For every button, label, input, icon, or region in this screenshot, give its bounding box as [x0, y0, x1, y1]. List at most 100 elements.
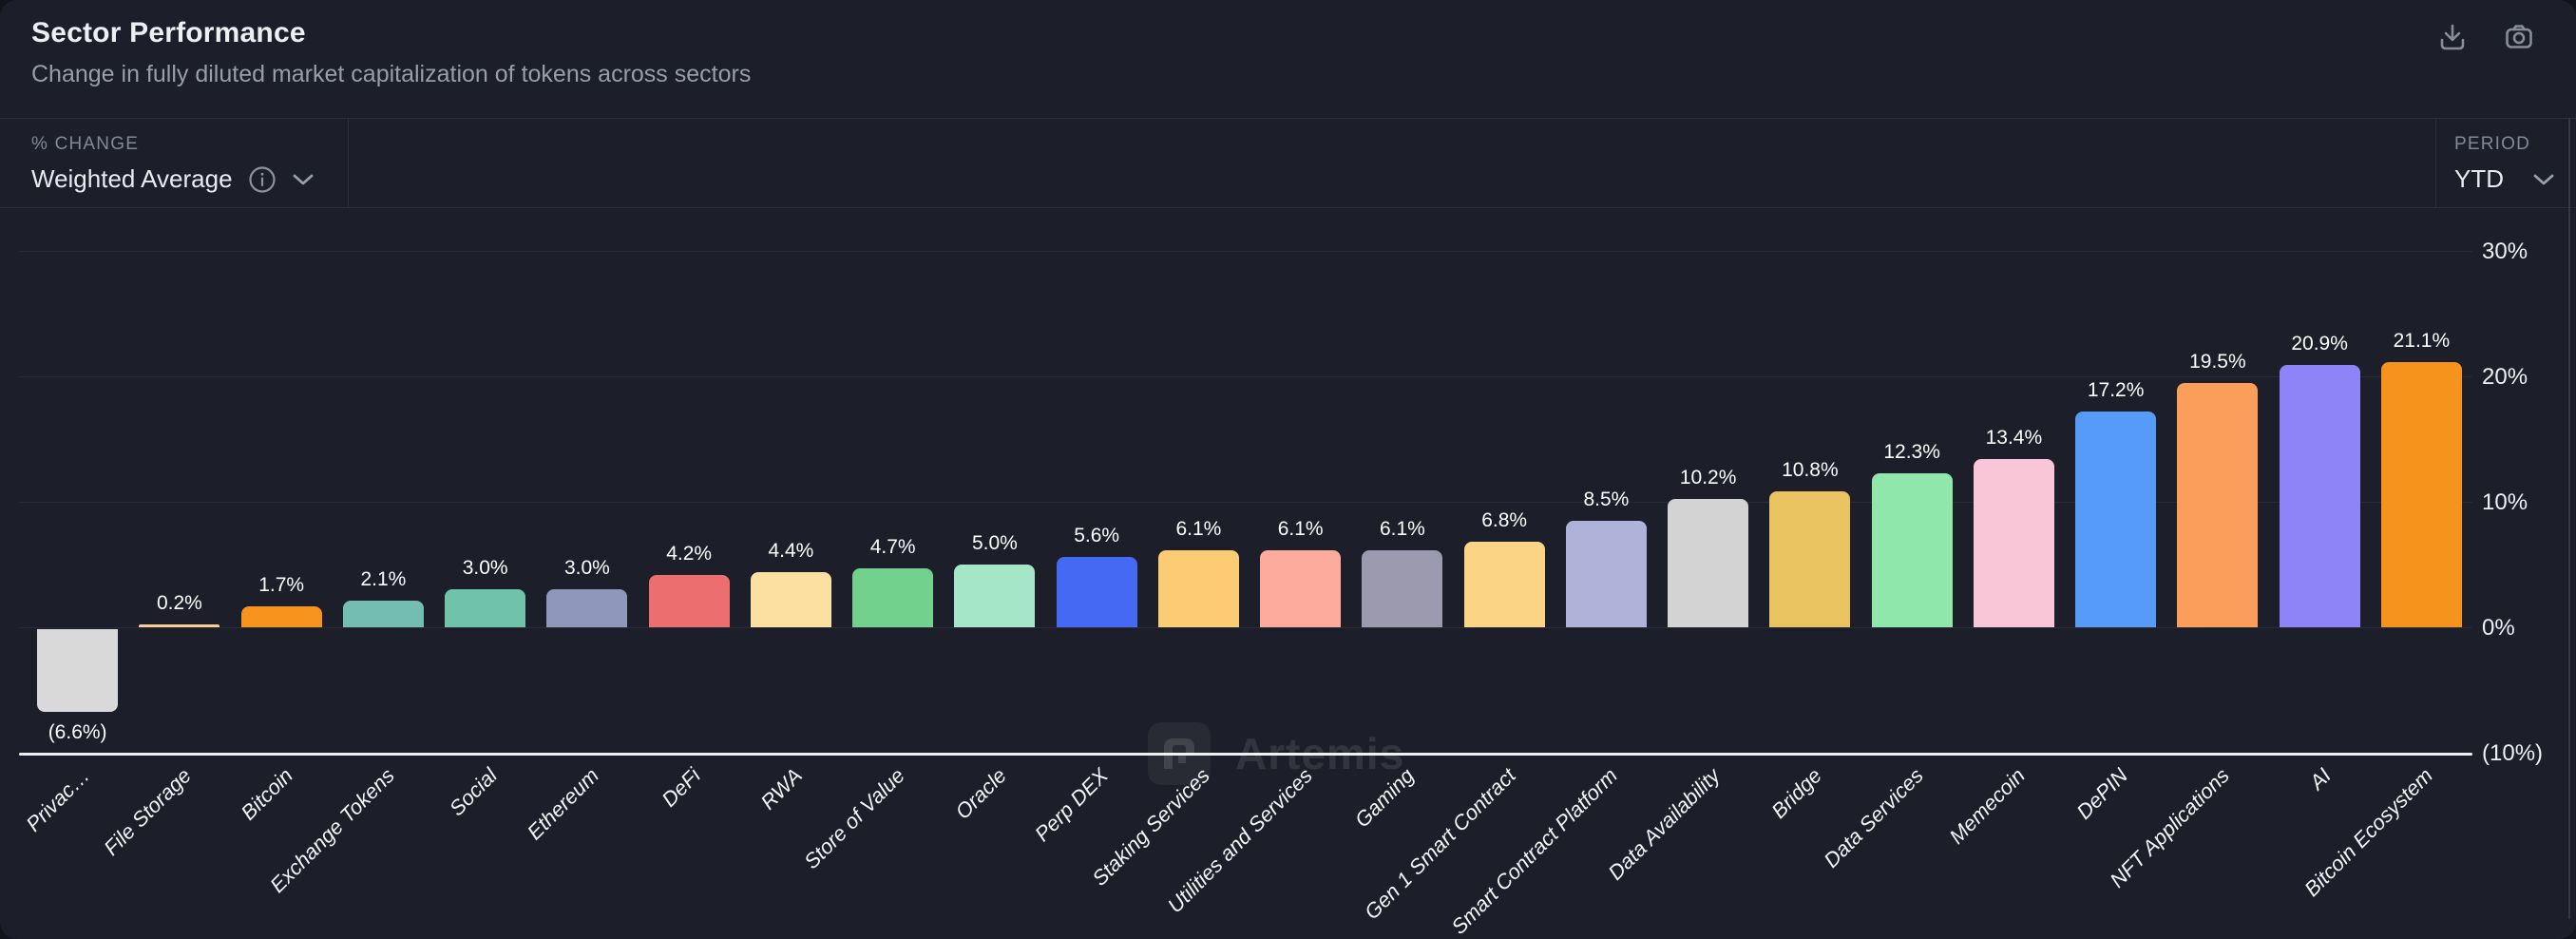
- info-icon[interactable]: [248, 165, 277, 194]
- bar-perp-dex[interactable]: [1056, 557, 1137, 627]
- bar-value-label: 3.0%: [563, 557, 610, 579]
- chart-slot: 20.9% AI: [2269, 207, 2371, 939]
- chart-slot: 6.1% Utilities and Services: [1163, 207, 1351, 939]
- screenshot-button[interactable]: [2496, 15, 2542, 61]
- chart-slot: 19.5% NFT Applications: [2105, 207, 2268, 939]
- bar-value-label: 8.5%: [1583, 489, 1630, 510]
- bar-privac[interactable]: [37, 629, 119, 712]
- y-axis-tick-label: 0%: [2482, 615, 2515, 641]
- x-axis-line: [19, 753, 2472, 756]
- bar-value-label: 6.8%: [1481, 509, 1528, 531]
- chart-slot: 21.1% Bitcoin Ecosystem: [2300, 207, 2472, 939]
- gridline: [19, 376, 2472, 377]
- bar-value-label: 5.0%: [971, 532, 1018, 554]
- chart-slot: 2.1% Exchange Tokens: [266, 207, 434, 939]
- metric-value: Weighted Average: [31, 164, 233, 193]
- bar-value-label: 6.1%: [1277, 518, 1324, 540]
- bar-staking-services[interactable]: [1157, 550, 1239, 627]
- chart-slot: 4.7% Store of Value: [799, 207, 944, 939]
- bar-social[interactable]: [445, 589, 526, 627]
- bar-rwa[interactable]: [750, 572, 831, 627]
- chart-slot: 5.0% Oracle: [944, 207, 1045, 939]
- chart-slot: 6.8% Gen 1 Smart Contract: [1360, 207, 1555, 939]
- bar-store-of-value[interactable]: [852, 568, 934, 627]
- chart-slot: 8.5% Smart Contract Platform: [1447, 207, 1657, 939]
- chart-slot: 10.8% Bridge: [1759, 207, 1860, 939]
- bar-value-label: 6.1%: [1379, 518, 1425, 540]
- page-title: Sector Performance: [31, 17, 306, 48]
- bar-oracle[interactable]: [954, 565, 1036, 627]
- bar-value-label: 19.5%: [2189, 351, 2246, 373]
- chart-slot: 4.2% DeFi: [639, 207, 740, 939]
- y-axis-tick-label: (10%): [2482, 740, 2544, 766]
- chevron-down-icon: [2532, 173, 2555, 186]
- bar-value-label: 20.9%: [2291, 333, 2348, 355]
- bar-value-label: 10.8%: [1782, 459, 1839, 481]
- bar-utilities-and-services[interactable]: [1260, 550, 1342, 627]
- bar-smart-contract-platform[interactable]: [1565, 521, 1647, 627]
- bar-value-label: 6.1%: [1175, 518, 1222, 540]
- download-button[interactable]: [2430, 15, 2475, 61]
- chart-slot: 3.0% Social: [434, 207, 536, 939]
- bar-value-label: 4.7%: [869, 536, 916, 558]
- chart-slot: 1.7% Bitcoin: [231, 207, 333, 939]
- bar-file-storage[interactable]: [139, 624, 220, 627]
- bar-value-label: 2.1%: [360, 568, 407, 590]
- chart-slot: 10.2% Data Availability: [1603, 207, 1759, 939]
- bar-memecoin[interactable]: [1973, 459, 2054, 627]
- chart-slot: 3.0% Ethereum: [523, 207, 638, 939]
- bar-value-label: 3.0%: [462, 557, 508, 579]
- bar-bitcoin-ecosystem[interactable]: [2380, 362, 2462, 627]
- bar-defi[interactable]: [648, 575, 730, 627]
- bar-gen-1-smart-contract[interactable]: [1463, 542, 1545, 627]
- bar-data-availability[interactable]: [1668, 499, 1749, 627]
- gridline: [19, 627, 2472, 628]
- period-selector[interactable]: PERIOD YTD: [2435, 119, 2569, 207]
- bar-exchange-tokens[interactable]: [342, 601, 424, 627]
- metric-selector[interactable]: % CHANGE Weighted Average: [0, 119, 349, 207]
- chart-slot: 13.4% Memecoin: [1945, 207, 2065, 939]
- period-value: YTD: [2454, 164, 2504, 193]
- bar-depin[interactable]: [2075, 412, 2157, 627]
- bar-nft-applications[interactable]: [2177, 383, 2259, 627]
- bar-value-label: 4.2%: [666, 543, 713, 565]
- download-icon: [2435, 20, 2470, 57]
- plot-area: Artemis 30% 20% 10% 0% (10%) (6.6%) Privac… 0.2…: [0, 207, 2576, 939]
- bar-value-label: 5.6%: [1074, 525, 1120, 546]
- chart-slot: 4.4% RWA: [740, 207, 842, 939]
- metric-label: % CHANGE: [31, 134, 140, 154]
- bar-value-label: 13.4%: [1985, 427, 2043, 449]
- camera-icon: [2502, 20, 2536, 57]
- bar-value-label: 12.3%: [1883, 441, 1940, 463]
- bar-bridge[interactable]: [1769, 491, 1851, 627]
- bar-gaming[interactable]: [1362, 550, 1443, 627]
- page-subtitle: Change in fully diluted market capitaliz…: [31, 61, 752, 87]
- bar-value-label: (6.6%): [48, 721, 107, 743]
- chart-slot: 17.2% DePIN: [2065, 207, 2166, 939]
- bar-value-label: 21.1%: [2393, 330, 2451, 352]
- bar-ai[interactable]: [2279, 365, 2360, 627]
- bar-ethereum[interactable]: [546, 589, 628, 627]
- card-header: Sector Performance Change in fully dilut…: [0, 0, 2576, 118]
- bar-value-label: 4.4%: [768, 540, 814, 562]
- bar-value-label: 17.2%: [2087, 379, 2145, 401]
- bar-data-services[interactable]: [1871, 473, 1953, 627]
- header-actions: [2430, 15, 2542, 61]
- bar-value-label: 1.7%: [258, 574, 305, 596]
- chart-slot: 6.1% Gaming: [1350, 207, 1453, 939]
- chart-slot: 6.1% Staking Services: [1088, 207, 1250, 939]
- bar-value-label: 0.2%: [156, 592, 202, 614]
- bar-bitcoin[interactable]: [240, 606, 322, 627]
- header-divider: [0, 118, 2576, 119]
- gridline: [19, 502, 2472, 503]
- panel-right-edge: [2568, 118, 2570, 919]
- period-label: PERIOD: [2454, 134, 2531, 154]
- chart-slot: 0.2% File Storage: [99, 207, 230, 939]
- chart-slot: 12.3% Data Services: [1820, 207, 1963, 939]
- chevron-down-icon: [292, 173, 315, 186]
- chart-slot: 5.6% Perp DEX: [1030, 207, 1148, 939]
- chart-slot: (6.6%) Privac…: [21, 207, 128, 939]
- bar-value-label: 10.2%: [1679, 467, 1737, 489]
